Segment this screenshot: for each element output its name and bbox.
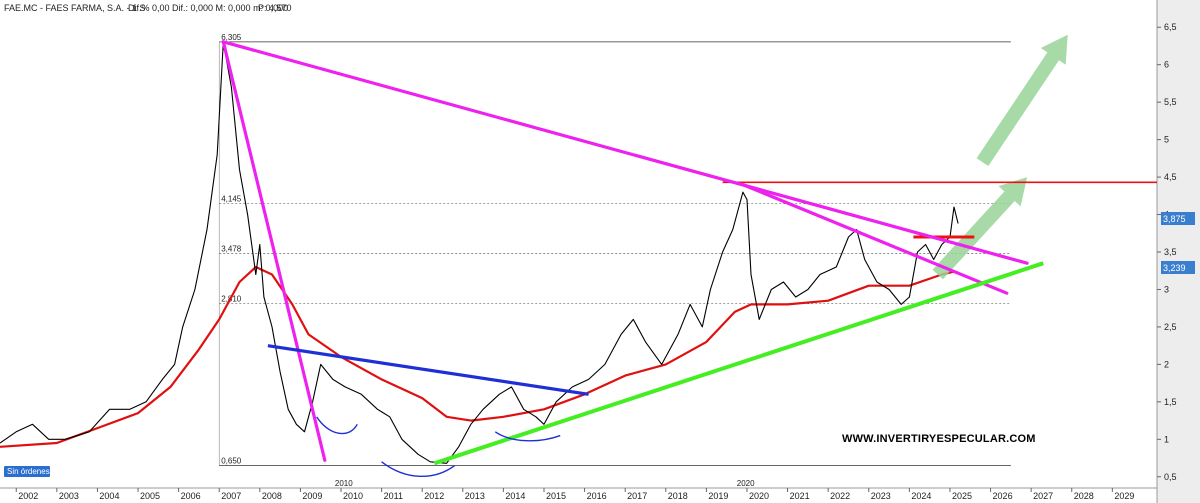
y-tick-label: 3 <box>1164 284 1169 294</box>
x-tick-label: 2007 <box>221 491 241 501</box>
y-tick-label: 0,5 <box>1164 472 1177 482</box>
last-price-tag: 3,875 <box>1161 212 1195 225</box>
x-tick-label: 2014 <box>505 491 525 501</box>
blue-trendline <box>267 344 589 396</box>
moving-avg-tag: 3,239 <box>1161 261 1195 274</box>
green-support-trendline <box>433 261 1044 466</box>
header-stats: Dif.% 0,00 Dif.: 0,000 M: 0,000 m: 0,000 <box>128 3 288 13</box>
y-tick-label: 4,5 <box>1164 172 1177 182</box>
order-badge[interactable]: Sin órdenes <box>4 466 50 477</box>
last-price-value: 3,875 <box>1163 214 1186 224</box>
y-tick-label: 1,5 <box>1164 397 1177 407</box>
fib-level-label: 3,478 <box>221 245 242 254</box>
price-line <box>0 41 959 464</box>
y-tick-label: 6,5 <box>1164 22 1177 32</box>
x-tick-label: 2008 <box>262 491 282 501</box>
moving-avg-value: 3,239 <box>1163 263 1186 273</box>
last-price-tag-bg <box>1161 212 1195 225</box>
watermark: WWW.INVERTIRYESPECULAR.COM <box>842 433 1036 445</box>
x-tick-label: 2028 <box>1074 491 1094 501</box>
moving-avg-tag-bg <box>1161 261 1195 274</box>
fib-level-label: 6,305 <box>221 33 242 42</box>
order-badge-bg <box>4 466 50 477</box>
fib-level-label: 0,650 <box>221 457 242 466</box>
support-arc <box>316 416 358 435</box>
x-tick-label: 2004 <box>99 491 119 501</box>
y-tick-label: 3,5 <box>1164 247 1177 257</box>
header-price: P: 4,570 <box>258 3 292 13</box>
x-tick-label: 2021 <box>790 491 810 501</box>
x-tick-label: 2029 <box>1114 491 1134 501</box>
magenta-trendline <box>741 183 1009 295</box>
x-tick-label: 2005 <box>140 491 160 501</box>
y-tick-label: 1 <box>1164 434 1169 444</box>
x-sub-label: 2010 <box>335 479 353 488</box>
x-tick-label: 2015 <box>546 491 566 501</box>
x-tick-label: 2002 <box>18 491 38 501</box>
fib-level-label: 2,810 <box>221 295 242 304</box>
y-tick-label: 5,5 <box>1164 97 1177 107</box>
y-tick-label: 2 <box>1164 359 1169 369</box>
x-tick-label: 2027 <box>1033 491 1053 501</box>
magenta-trendline <box>221 40 327 462</box>
x-tick-label: 2017 <box>627 491 647 501</box>
x-tick-label: 2003 <box>59 491 79 501</box>
x-tick-label: 2010 <box>343 491 363 501</box>
support-arc <box>381 461 456 477</box>
x-tick-label: 2013 <box>465 491 485 501</box>
y-tick-label: 6 <box>1164 60 1169 70</box>
x-tick-label: 2012 <box>424 491 444 501</box>
x-tick-label: 2016 <box>587 491 607 501</box>
y-tick-label: 5 <box>1164 135 1169 145</box>
x-tick-label: 2009 <box>302 491 322 501</box>
support-arc <box>494 431 561 442</box>
header-symbol: FAE.MC - FAES FARMA, S.A. - 1 S <box>4 3 146 13</box>
header-bar: FAE.MC - FAES FARMA, S.A. - 1 S Dif.% 0,… <box>4 3 292 13</box>
x-tick-label: 2022 <box>830 491 850 501</box>
target-arrow <box>976 34 1068 167</box>
x-tick-label: 2020 <box>749 491 769 501</box>
order-badge-text: Sin órdenes <box>7 467 50 476</box>
x-tick-label: 2019 <box>708 491 728 501</box>
price-axis-panel <box>1157 0 1200 503</box>
x-tick-label: 2011 <box>384 491 403 501</box>
magenta-trendline <box>221 40 1029 265</box>
x-tick-label: 2018 <box>668 491 688 501</box>
x-tick-label: 2026 <box>993 491 1013 501</box>
y-tick-label: 2,5 <box>1164 322 1177 332</box>
fib-level-label: 4,145 <box>221 195 242 204</box>
moving-average-line <box>0 265 955 448</box>
x-tick-label: 2024 <box>911 491 931 501</box>
x-sub-label: 2020 <box>737 479 755 488</box>
x-tick-label: 2023 <box>871 491 891 501</box>
target-arrow <box>932 177 1028 280</box>
x-tick-label: 2025 <box>952 491 972 501</box>
x-tick-label: 2006 <box>181 491 201 501</box>
